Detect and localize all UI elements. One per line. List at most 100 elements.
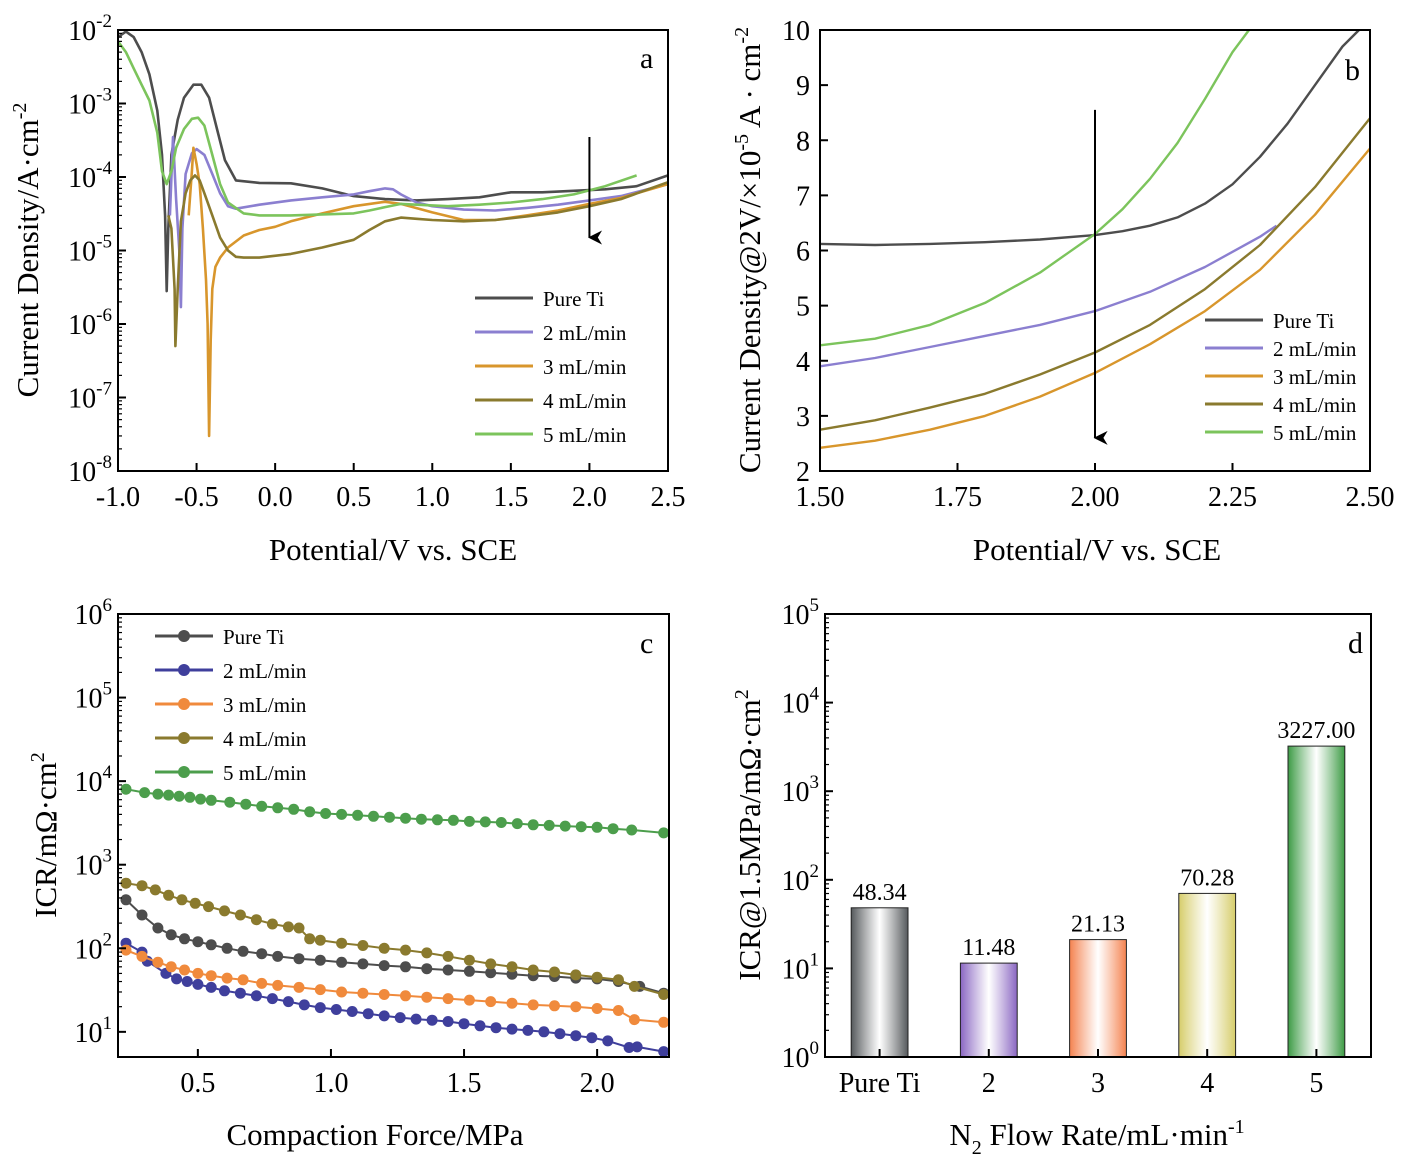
panel-c-point bbox=[171, 973, 183, 985]
panel-c-point bbox=[304, 933, 316, 945]
panel-c-point bbox=[282, 921, 294, 933]
panel-d-ytick-label: 100 bbox=[782, 1038, 820, 1074]
panel-c-legend-marker bbox=[178, 630, 190, 642]
panel-c-point bbox=[237, 945, 249, 957]
panel-d-bar-value: 3227.00 bbox=[1277, 718, 1355, 744]
panel-c-legend-marker bbox=[178, 766, 190, 778]
panel-d-bar-value: 21.13 bbox=[1071, 912, 1125, 938]
panel-a-frame bbox=[117, 29, 669, 472]
panel-c-point bbox=[463, 954, 475, 966]
panel-b-legend-label: 5 mL/min bbox=[1273, 421, 1357, 445]
panel-c-point bbox=[293, 981, 305, 993]
panel-c-point bbox=[490, 1022, 502, 1034]
panel-c-point bbox=[288, 803, 300, 815]
panel-a-ylabel: Current Density/A·cm-2 bbox=[9, 103, 45, 398]
panel-c-ytick-label: 103 bbox=[75, 846, 113, 882]
panel-c-point bbox=[631, 1041, 643, 1053]
panel-a-xtick-label: 0.0 bbox=[258, 482, 293, 513]
panel-d-ytick-label: 105 bbox=[782, 595, 820, 631]
panel-c-legend-label: 5 mL/min bbox=[223, 761, 307, 785]
panel-c-point bbox=[346, 1006, 358, 1017]
panel-d-ytick-label: 103 bbox=[782, 772, 820, 808]
panel-b-ytick-label: 9 bbox=[796, 71, 810, 102]
panel-b-legend-label: 2 mL/min bbox=[1273, 337, 1357, 361]
panel-c-point bbox=[336, 937, 348, 949]
panel-c-xtick-label: 0.5 bbox=[180, 1068, 215, 1099]
panel-c-point bbox=[591, 971, 603, 983]
panel-a-series-line bbox=[116, 40, 638, 217]
panel-c-point bbox=[189, 897, 201, 909]
panel-c-point bbox=[658, 827, 670, 839]
panel-c-point bbox=[136, 909, 148, 921]
panel-c-point bbox=[256, 948, 268, 960]
panel-c-point bbox=[357, 987, 369, 999]
panel-a-xtick-label: 0.5 bbox=[336, 482, 371, 513]
panel-b-ytick-label: 8 bbox=[796, 126, 810, 157]
panel-d-bar bbox=[1178, 892, 1237, 1058]
panel-c-point bbox=[527, 964, 539, 976]
panel-c-point bbox=[485, 958, 497, 970]
panel-c-legend-label: 3 mL/min bbox=[223, 693, 307, 717]
panel-c-point bbox=[658, 1046, 670, 1058]
panel-c-point bbox=[293, 953, 305, 965]
panel-c-point bbox=[628, 980, 640, 992]
panel-c-point bbox=[203, 901, 214, 913]
panel-c-point bbox=[474, 1020, 486, 1032]
panel-c-point bbox=[575, 821, 587, 833]
panel-c-point bbox=[163, 889, 175, 901]
panel-c-point bbox=[205, 794, 217, 806]
panel-c-point bbox=[320, 808, 332, 819]
panel-c-point bbox=[628, 1014, 640, 1026]
panel-a-series-line bbox=[168, 135, 669, 309]
panel-b-legend-label: 3 mL/min bbox=[1273, 365, 1357, 389]
panel-c-point bbox=[256, 800, 268, 812]
panel-b-label: b bbox=[1345, 54, 1360, 87]
panel-c-point bbox=[282, 996, 294, 1008]
panel-c-point bbox=[410, 1013, 422, 1025]
panel-c-point bbox=[176, 894, 188, 906]
panel-c-point bbox=[538, 1026, 550, 1038]
panel-c-point bbox=[658, 1016, 670, 1028]
panel-b-xtick-label: 2.00 bbox=[1071, 482, 1120, 513]
panel-c-point bbox=[612, 1005, 624, 1016]
panel-c-xlabel: Compaction Force/MPa bbox=[226, 1117, 523, 1152]
panel-a-label: a bbox=[640, 42, 653, 75]
panel-c-point bbox=[378, 989, 390, 1000]
panel-a-xtick-label: 1.0 bbox=[415, 482, 450, 513]
panel-c-point bbox=[266, 993, 278, 1005]
panel-c-point bbox=[623, 1042, 635, 1053]
panel-b-series-line bbox=[819, 29, 1250, 347]
panel-a-ytick-label: 10-3 bbox=[68, 85, 112, 121]
panel-c-series-line bbox=[125, 942, 664, 1053]
panel-c-ytick-label: 105 bbox=[75, 679, 113, 715]
panel-c-point bbox=[192, 978, 204, 990]
panel-c-point bbox=[549, 1000, 560, 1012]
panel-c-point bbox=[336, 956, 348, 968]
panel-c-point bbox=[224, 796, 236, 808]
panel-d-bar-value: 11.48 bbox=[962, 935, 1015, 961]
panel-c-point bbox=[527, 819, 539, 831]
panel-c-point bbox=[570, 1001, 582, 1013]
panel-c-point bbox=[612, 974, 624, 986]
panel-c: 0.5 1.0 1.5 2.0 101 102 103 104 105 106 Pure Ti 2 m… bbox=[27, 595, 670, 1152]
panel-c-point bbox=[495, 817, 507, 828]
panel-c-point bbox=[415, 813, 427, 825]
panel-c-point bbox=[426, 1014, 438, 1026]
panel-c-point bbox=[272, 950, 284, 962]
panel-c-point bbox=[458, 1018, 470, 1030]
panel-c-point bbox=[314, 954, 326, 966]
panel-c-point bbox=[522, 1024, 534, 1036]
panel-c-point bbox=[179, 964, 190, 976]
panel-a-xtick-label: 2.0 bbox=[572, 482, 607, 513]
panel-b-ylabel: Current Density@2V/×10-5 A · cm-2 bbox=[731, 27, 767, 473]
panel-c-point bbox=[120, 877, 132, 889]
panel-c-point bbox=[506, 1023, 518, 1035]
panel-a-legend-label: 5 mL/min bbox=[543, 423, 627, 447]
panel-a-ytick-label: 10-2 bbox=[68, 11, 112, 47]
panel-c-xtick-label: 2.0 bbox=[580, 1068, 615, 1099]
panel-b-series-line bbox=[819, 29, 1360, 247]
panel-c-frame bbox=[117, 613, 670, 1058]
panel-c-point bbox=[626, 824, 638, 836]
panel-c-point bbox=[591, 1003, 603, 1014]
panel-c-point bbox=[205, 981, 217, 993]
